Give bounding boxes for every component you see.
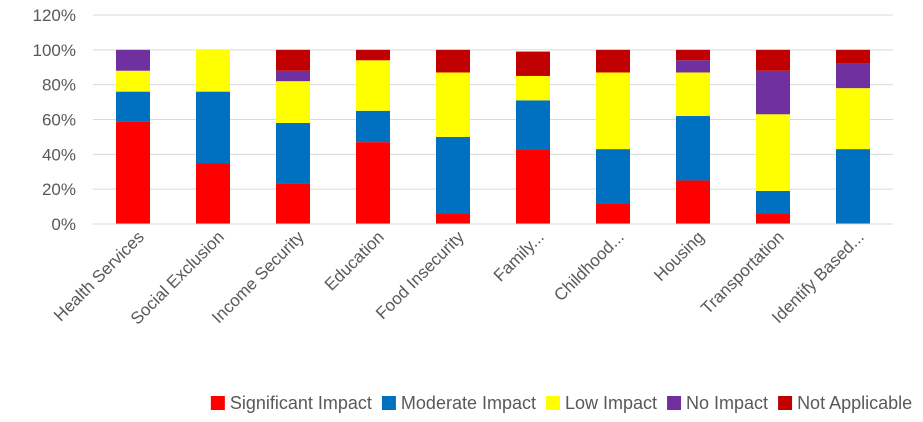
bar-segment xyxy=(836,49,870,64)
bar-segment xyxy=(836,63,870,89)
bar-segment xyxy=(756,190,790,214)
bar-segment xyxy=(116,121,150,224)
bar-segment xyxy=(356,142,390,224)
y-tick-label: 20% xyxy=(42,180,76,199)
x-tick-label: Education xyxy=(321,227,388,294)
bar-segment xyxy=(516,75,550,101)
legend-label: No Impact xyxy=(686,393,768,413)
bar-segment xyxy=(676,180,710,224)
bar-segment xyxy=(756,114,790,191)
bar-segment xyxy=(436,213,470,224)
x-tick-label: Transportation xyxy=(697,227,787,317)
bar-segment xyxy=(596,203,630,224)
legend: Significant Impact Moderate Impact Low Imp… xyxy=(210,393,912,413)
bar-segment xyxy=(196,163,230,224)
bar-segment xyxy=(356,49,390,61)
bar-segment xyxy=(276,183,310,224)
bar-segment xyxy=(276,70,310,82)
legend-label: Moderate Impact xyxy=(401,393,536,413)
legend-swatch xyxy=(778,396,793,410)
legend-label: Not Applicable xyxy=(797,393,912,413)
bar-segment xyxy=(676,49,710,61)
legend-item: No Impact xyxy=(667,393,768,413)
legend-item: Low Impact xyxy=(545,393,657,413)
bar-segment xyxy=(756,49,790,71)
bar-segment xyxy=(676,72,710,117)
bar-segment xyxy=(436,49,470,73)
y-tick-label: 40% xyxy=(42,145,76,164)
bar-segment xyxy=(116,91,150,122)
bar-segment xyxy=(116,70,150,92)
y-tick-label: 100% xyxy=(33,41,76,60)
legend-swatch xyxy=(545,396,560,410)
x-tick-label: Family... xyxy=(490,227,548,285)
legend-swatch xyxy=(210,396,225,410)
y-tick-label: 60% xyxy=(42,111,76,130)
legend-item: Significant Impact xyxy=(210,393,372,413)
y-axis-tick-labels: 0% 20% 40% 60% 80% 100% 120% xyxy=(33,6,76,234)
x-tick-label: Childhood... xyxy=(550,227,628,305)
y-tick-label: 80% xyxy=(42,76,76,95)
bar-segment xyxy=(196,49,230,92)
bar-segment xyxy=(276,122,310,184)
legend-label: Low Impact xyxy=(565,393,657,413)
bar-segment xyxy=(116,49,150,71)
bar-segment xyxy=(436,136,470,214)
x-tick-label: Housing xyxy=(650,227,708,285)
y-tick-label: 0% xyxy=(51,215,76,234)
bar-segment xyxy=(836,88,870,150)
bar-segment xyxy=(276,49,310,71)
bar-segment xyxy=(596,149,630,204)
bar-segment xyxy=(756,70,790,115)
legend-swatch xyxy=(381,396,396,410)
bar-segment xyxy=(276,81,310,123)
bar-segment xyxy=(756,213,790,224)
bar-segment xyxy=(676,116,710,181)
bar-segment xyxy=(596,72,630,150)
y-tick-label: 120% xyxy=(33,6,76,25)
bars xyxy=(116,49,870,224)
bar-segment xyxy=(516,51,550,76)
bar-segment xyxy=(196,91,230,164)
legend-item: Moderate Impact xyxy=(381,393,536,413)
bar-segment xyxy=(596,49,630,73)
bar-segment xyxy=(676,60,710,73)
bar-segment xyxy=(436,72,470,137)
bar-segment xyxy=(836,149,870,224)
bar-segment xyxy=(516,149,550,224)
legend-item: Not Applicable xyxy=(778,393,912,413)
bar-segment xyxy=(356,60,390,111)
legend-label: Significant Impact xyxy=(230,393,372,413)
legend-swatch xyxy=(667,396,682,410)
bar-segment xyxy=(356,110,390,143)
bar-segment xyxy=(516,100,550,150)
